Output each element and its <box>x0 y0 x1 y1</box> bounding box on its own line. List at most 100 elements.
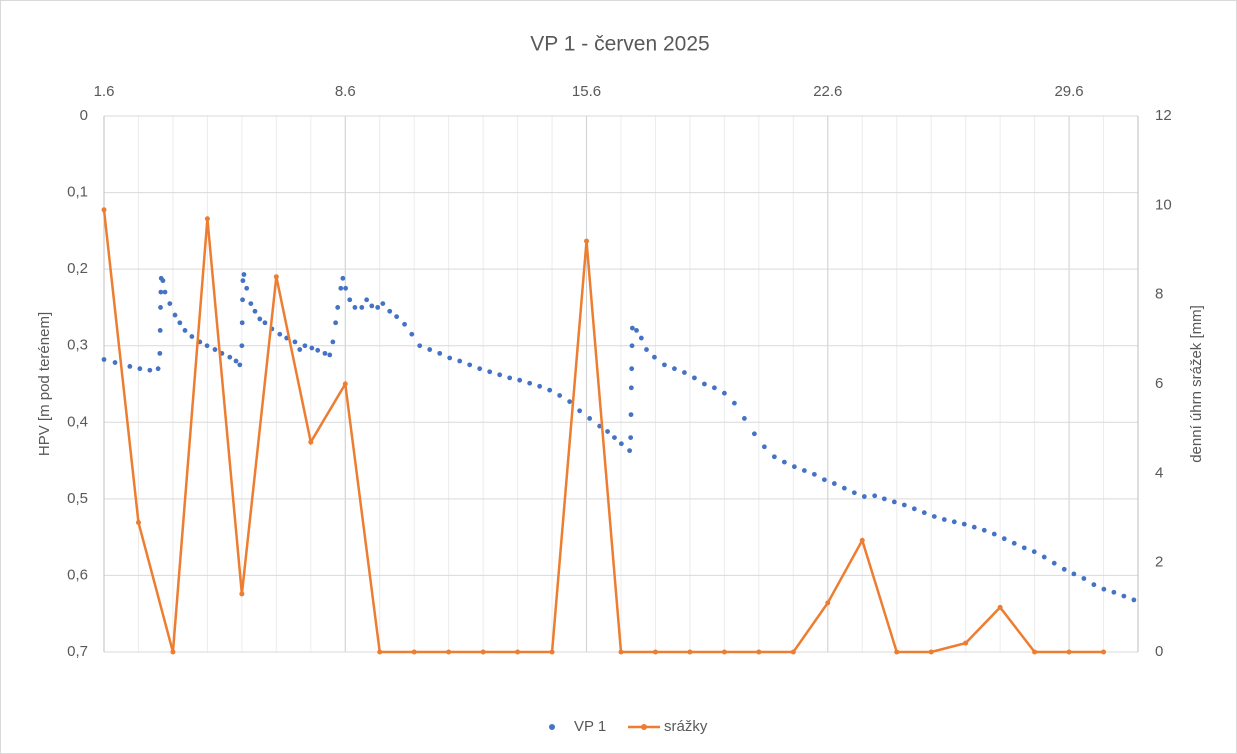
point <box>627 448 633 454</box>
point <box>292 339 298 345</box>
y2-axis-title: denní úhrn srážek [mm] <box>1188 305 1205 463</box>
point <box>1091 582 1097 588</box>
y-tick-label: 0,5 <box>67 490 88 507</box>
point <box>137 366 143 372</box>
point <box>861 494 867 499</box>
legend-marker <box>549 724 555 730</box>
point <box>157 328 163 333</box>
point <box>628 412 634 418</box>
line-marker <box>825 600 831 606</box>
point <box>1081 576 1087 581</box>
line-marker <box>549 649 555 655</box>
point <box>239 320 245 326</box>
point <box>612 435 617 440</box>
point <box>761 444 767 450</box>
legend-label: VP 1 <box>574 718 606 735</box>
line-marker <box>652 649 658 655</box>
point <box>387 308 393 314</box>
point <box>587 416 593 421</box>
line-marker <box>411 649 417 655</box>
point <box>262 320 268 326</box>
line-marker <box>135 519 141 525</box>
point <box>177 320 183 326</box>
point <box>781 459 787 465</box>
point <box>457 358 463 364</box>
y-tick-label: 0,7 <box>67 643 88 660</box>
line-marker <box>101 207 107 213</box>
point <box>1031 549 1037 555</box>
point <box>248 301 254 306</box>
point <box>872 493 878 499</box>
point <box>629 343 635 349</box>
line-marker <box>1101 649 1107 655</box>
point <box>1061 566 1067 572</box>
point <box>791 464 797 470</box>
point <box>239 343 245 349</box>
point <box>364 297 370 303</box>
x-tick-label: 22.6 <box>813 83 842 100</box>
point <box>204 343 210 349</box>
point <box>112 360 118 365</box>
y-tick-label: 0,3 <box>67 337 88 354</box>
point <box>437 350 443 356</box>
y-tick-label: 0 <box>80 107 88 124</box>
point <box>891 499 897 505</box>
point <box>801 468 807 473</box>
point <box>577 408 583 414</box>
y-axis-title: HPV [m pod terénem] <box>36 312 53 456</box>
point <box>682 370 687 375</box>
line-marker <box>273 274 279 280</box>
point <box>841 485 847 491</box>
line-marker <box>170 649 176 655</box>
x-tick-label: 29.6 <box>1054 83 1083 100</box>
point <box>507 375 513 381</box>
point <box>497 372 503 378</box>
point <box>662 362 667 368</box>
line-marker <box>446 649 452 655</box>
point <box>911 506 917 512</box>
point <box>427 347 433 352</box>
line-marker <box>308 439 314 445</box>
y-tick-label: 0,4 <box>67 413 88 430</box>
line-marker <box>687 649 693 655</box>
point <box>277 331 283 337</box>
point <box>941 517 947 522</box>
point <box>811 471 817 477</box>
point <box>147 367 153 373</box>
point <box>629 325 635 331</box>
marks <box>101 207 1137 655</box>
point <box>162 289 168 295</box>
point <box>155 366 161 372</box>
line-marker <box>342 381 348 387</box>
point <box>951 519 957 525</box>
point <box>722 390 727 396</box>
point <box>172 312 178 318</box>
point <box>901 502 907 508</box>
point <box>638 335 644 341</box>
point <box>731 400 737 406</box>
line-marker <box>790 649 796 655</box>
line-marker <box>480 649 486 655</box>
point <box>644 347 649 352</box>
point <box>851 490 857 496</box>
line-marker <box>997 604 1003 610</box>
line-marker <box>204 216 210 222</box>
y2-tick-label: 2 <box>1155 554 1163 571</box>
point <box>333 320 339 326</box>
y2-tick-label: 6 <box>1155 375 1163 392</box>
point <box>672 366 677 372</box>
point <box>227 354 233 360</box>
point <box>702 381 707 387</box>
point <box>315 347 321 353</box>
point <box>1121 593 1127 599</box>
point <box>467 362 473 368</box>
point <box>244 285 250 291</box>
point <box>167 301 173 306</box>
y2-tick-label: 12 <box>1155 107 1172 124</box>
point <box>831 481 837 486</box>
line-marker <box>756 649 762 655</box>
point <box>1011 540 1017 546</box>
point <box>212 347 218 352</box>
legend-label: srážky <box>664 718 708 735</box>
